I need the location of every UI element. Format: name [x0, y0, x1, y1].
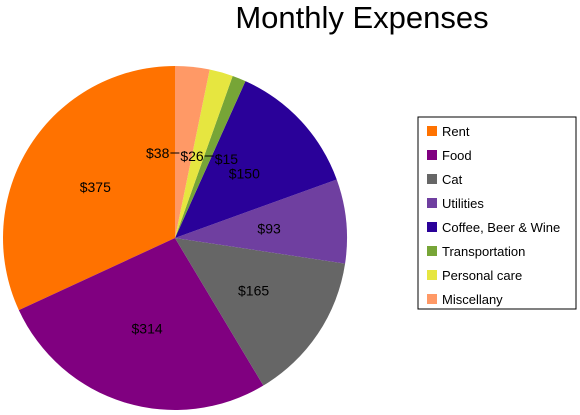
- value-label-rent: $375: [80, 179, 111, 195]
- slice-miscellany: [175, 65, 210, 238]
- slice-utilities: [175, 179, 348, 264]
- legend-swatch-coffee-beer-wine: [427, 222, 437, 232]
- legend-label-personal-care: Personal care: [442, 268, 522, 283]
- legend-swatch-food: [427, 150, 437, 160]
- slice-food: [18, 238, 264, 411]
- legend-label-cat: Cat: [442, 172, 463, 187]
- pie-slices: [3, 65, 348, 411]
- value-label-cat: $165: [238, 283, 269, 299]
- legend-box: [417, 116, 577, 310]
- legend-label-rent: Rent: [442, 124, 470, 139]
- value-label-coffee-beer-wine: $150: [229, 166, 260, 182]
- value-label-utilities: $93: [257, 221, 281, 237]
- slice-cat: [175, 238, 346, 386]
- legend-swatch-miscellany: [427, 294, 437, 304]
- legend-swatch-transportation: [427, 246, 437, 256]
- chart-title: Monthly Expenses: [235, 0, 488, 35]
- value-label-food: $314: [132, 320, 163, 336]
- slice-personal-care: [175, 69, 233, 238]
- legend-swatch-cat: [427, 174, 437, 184]
- value-label-miscellany: $38: [146, 145, 170, 161]
- slice-transportation: [175, 75, 246, 239]
- legend-swatch-utilities: [427, 198, 437, 208]
- legend-label-coffee-beer-wine: Coffee, Beer & Wine: [442, 220, 560, 235]
- value-label-personal-care: $26: [180, 148, 204, 164]
- legend-label-food: Food: [442, 148, 472, 163]
- legend-label-miscellany: Miscellany: [442, 292, 503, 307]
- legend-label-transportation: Transportation: [442, 244, 525, 259]
- legend-swatch-rent: [427, 126, 437, 136]
- value-label-transportation: $15: [215, 151, 239, 167]
- legend-swatch-personal-care: [427, 270, 437, 280]
- slice-coffee-beer-wine: [175, 81, 337, 238]
- legend-label-utilities: Utilities: [442, 196, 484, 211]
- slice-rent: [3, 66, 176, 311]
- legend: Rent Food Cat Utilities Coffee, Beer & Wine T…: [417, 116, 577, 310]
- slice-labels: $375 $314 $165 $93 $150 $38 $26 $15: [80, 145, 281, 336]
